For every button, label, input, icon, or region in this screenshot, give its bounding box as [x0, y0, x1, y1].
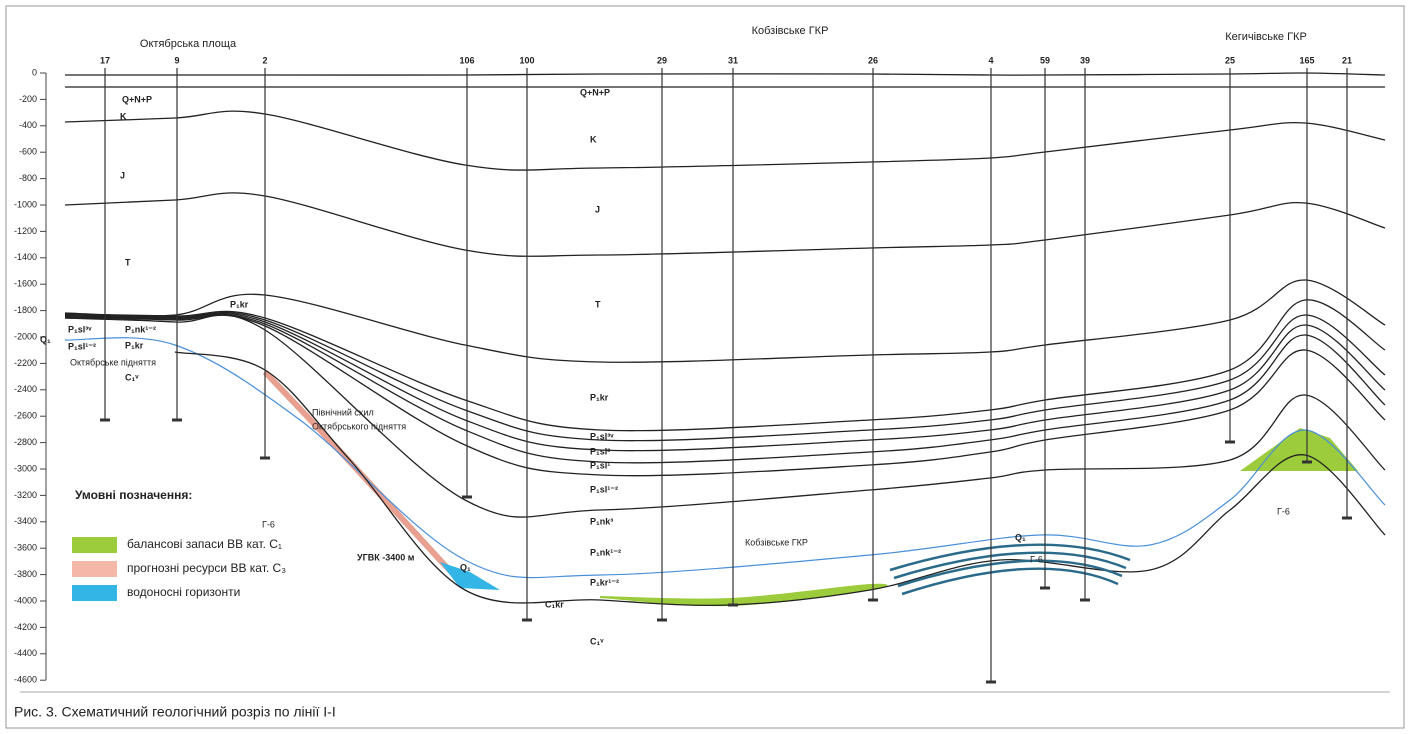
depth-label: 0	[32, 67, 37, 77]
annotation: Г-6	[1277, 506, 1290, 516]
well-label: 31	[728, 55, 738, 65]
legend-swatch	[72, 561, 117, 577]
layer-label: C₁ᵛ	[125, 372, 139, 382]
figure: Октябрська площа Кобзівське ГКР Кегичівс…	[0, 0, 1410, 734]
layer-label: C₁kr	[545, 599, 564, 609]
legend: Умовні позначення: балансові запаси ВВ к…	[72, 488, 286, 601]
horizon	[65, 315, 1385, 517]
depth-label: -4600	[14, 675, 37, 685]
depth-label: -1400	[14, 252, 37, 262]
layer-label: Q₁	[40, 334, 51, 344]
layer-label: Q+N+P	[580, 87, 610, 97]
legend-swatch	[72, 585, 117, 601]
well-label: 29	[657, 55, 667, 65]
depth-label: -3800	[14, 569, 37, 579]
layer-label: J	[120, 170, 125, 180]
area-label: Кегичівське ГКР	[1225, 31, 1307, 43]
layer-label: T	[595, 299, 601, 309]
depth-label: -4400	[14, 648, 37, 658]
well-label: 165	[1299, 55, 1314, 65]
legend-label: водоносні горизонти	[127, 585, 240, 599]
layer-label: K	[590, 134, 597, 144]
legend-swatch	[72, 537, 117, 553]
depth-label: -400	[19, 120, 37, 130]
well-label: 2	[262, 55, 267, 65]
horizon	[65, 312, 1385, 440]
depth-label: -600	[19, 147, 37, 157]
layer-label: P₁nk¹⁻²	[125, 324, 156, 334]
layer-label: Q₁	[460, 562, 471, 572]
annotation: УГВК -3400 м	[357, 552, 415, 562]
horizon	[65, 315, 1385, 463]
legend-label: прогнозні ресурси ВВ кат. C₃	[127, 561, 286, 575]
reserve-area	[1240, 428, 1358, 471]
annotation: Кобзівське ГКР	[745, 537, 808, 547]
annotation: Г-6	[262, 519, 275, 529]
annotation: Октябрське підняття	[70, 357, 156, 367]
depth-label: -2200	[14, 358, 37, 368]
layer-label: P₁sl³ᵛ	[590, 431, 614, 441]
depth-label: -4000	[14, 595, 37, 605]
layer-label: K	[120, 111, 127, 121]
annotation: Північний схил	[312, 407, 374, 417]
layer-label: C₁ᵛ	[590, 636, 604, 646]
layer-label: P₁sl¹	[590, 460, 610, 470]
layer-label: P₁kr	[125, 340, 144, 350]
legend-title: Умовні позначення:	[75, 488, 192, 502]
horizon	[65, 314, 1385, 451]
annotation: Октябрського підняття	[312, 421, 406, 431]
layer-label: J	[595, 204, 600, 214]
layer-label: P₁kr	[230, 299, 249, 309]
well-label: 9	[174, 55, 179, 65]
well-label: 17	[100, 55, 110, 65]
layer-label: P₁sl²	[590, 446, 610, 456]
depth-label: -3400	[14, 516, 37, 526]
horizon	[65, 193, 1385, 256]
layer-label: P₁nk¹⁻²	[590, 547, 621, 557]
depth-label: -4200	[14, 622, 37, 632]
layer-label: T	[125, 257, 131, 267]
depth-label: -3000	[14, 463, 37, 473]
layer-label: Q+N+P	[122, 94, 152, 104]
area-label: Кобзівське ГКР	[752, 25, 829, 37]
layer-label: P₁nk³	[590, 516, 613, 526]
well-label: 59	[1040, 55, 1050, 65]
horizon	[65, 73, 1385, 75]
depth-label: -1000	[14, 199, 37, 209]
layer-label: P₁kr¹⁻²	[590, 577, 619, 587]
layer-label: P₁kr	[590, 392, 609, 402]
well-label: 4	[988, 55, 993, 65]
well-label: 106	[459, 55, 474, 65]
layer-label: P₁sl³ᵛ	[68, 324, 92, 334]
well-label: 100	[519, 55, 534, 65]
layer-label: Q₁	[1015, 532, 1026, 542]
depth-label: -1800	[14, 305, 37, 315]
depth-label: -2400	[14, 384, 37, 394]
caption: Рис. 3. Схематичний геологічний розріз п…	[14, 704, 336, 720]
legend-label: балансові запаси ВВ кат. C₁	[127, 537, 282, 551]
depth-label: -1600	[14, 279, 37, 289]
depth-label: -2800	[14, 437, 37, 447]
frame	[6, 6, 1404, 728]
layer-label: P₁sl¹⁻²	[590, 484, 618, 494]
annotation: Г-6	[1030, 554, 1043, 564]
depth-label: -3600	[14, 543, 37, 553]
well-label: 26	[868, 55, 878, 65]
horizon	[65, 315, 1385, 475]
depth-label: -1200	[14, 226, 37, 236]
depth-label: -3200	[14, 490, 37, 500]
horizon	[65, 111, 1385, 170]
well-label: 39	[1080, 55, 1090, 65]
depth-label: -2000	[14, 331, 37, 341]
area-label: Октябрська площа	[140, 38, 237, 50]
well-label: 25	[1225, 55, 1235, 65]
well-label: 21	[1342, 55, 1352, 65]
depth-label: -800	[19, 173, 37, 183]
depth-label: -200	[19, 94, 37, 104]
depth-label: -2600	[14, 411, 37, 421]
layer-label: P₁sl¹⁻²	[68, 341, 96, 351]
horizon	[175, 352, 1385, 605]
